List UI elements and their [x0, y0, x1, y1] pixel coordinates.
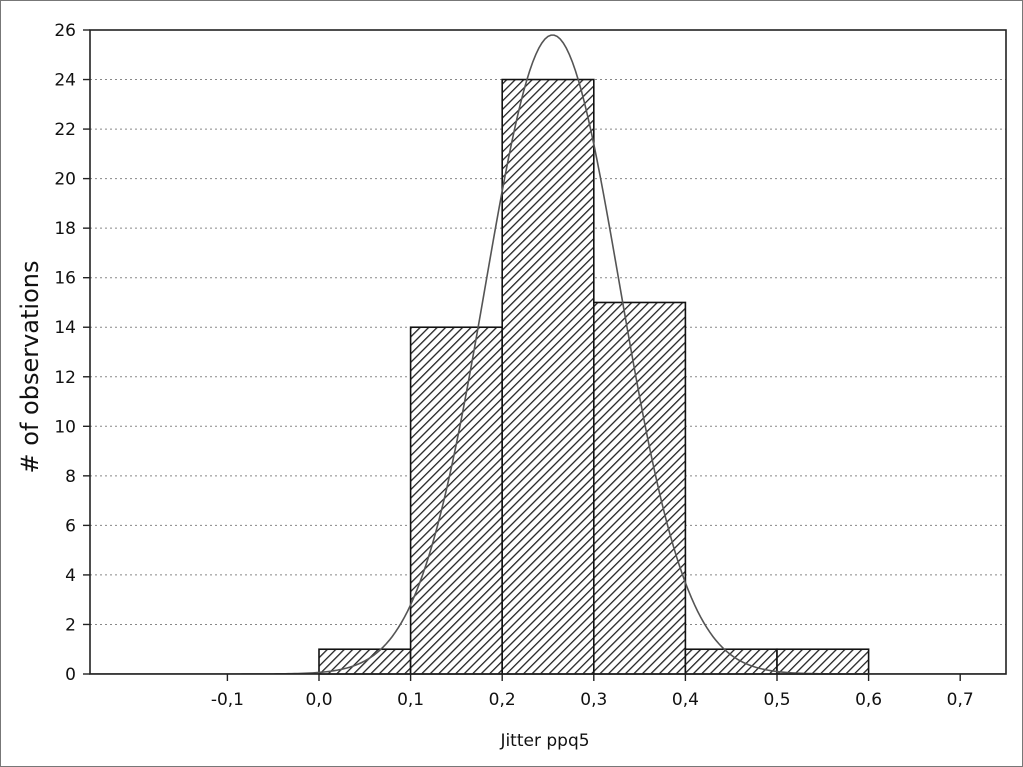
y-tick-label: 10 — [54, 417, 76, 437]
y-tick-label: 22 — [54, 120, 76, 140]
histogram-bar — [684, 648, 778, 675]
y-tick-label: 24 — [54, 71, 76, 91]
x-tick-label: 0,2 — [489, 690, 516, 710]
x-tick-label: 0,3 — [580, 690, 607, 710]
x-tick-label: 0,7 — [947, 690, 974, 710]
y-tick-label: 8 — [65, 467, 76, 487]
y-tick-label: 16 — [54, 269, 76, 289]
histogram-bar — [776, 648, 870, 675]
x-axis-title: Jitter ppq5 — [499, 731, 589, 751]
y-tick-label: 20 — [54, 170, 76, 190]
histogram-bar — [501, 78, 595, 675]
x-tick-label: 0,0 — [305, 690, 332, 710]
x-tick-label: 0,1 — [397, 690, 424, 710]
y-tick-label: 18 — [54, 219, 76, 239]
x-tick-label: -0,1 — [211, 690, 244, 710]
x-tick-label: 0,5 — [763, 690, 790, 710]
x-tick-label: 0,4 — [672, 690, 699, 710]
y-tick-label: 6 — [65, 516, 76, 536]
y-tick-label: 26 — [54, 21, 76, 41]
y-axis-title: # of observations — [16, 261, 44, 474]
x-axis-ticks: -0,1 0,0 0,1 0,2 0,3 0,4 0,5 0,6 0,7 — [211, 674, 974, 710]
x-tick-label: 0,6 — [855, 690, 882, 710]
histogram-bar — [592, 301, 687, 675]
histogram-bars — [318, 78, 870, 675]
y-tick-label: 4 — [65, 566, 76, 586]
histogram-bar — [409, 326, 504, 675]
y-tick-label: 14 — [54, 318, 76, 338]
y-tick-label: 12 — [54, 368, 76, 388]
y-tick-label: 0 — [65, 665, 76, 685]
plot-area-border — [89, 29, 1007, 675]
y-tick-label: 2 — [65, 615, 76, 635]
